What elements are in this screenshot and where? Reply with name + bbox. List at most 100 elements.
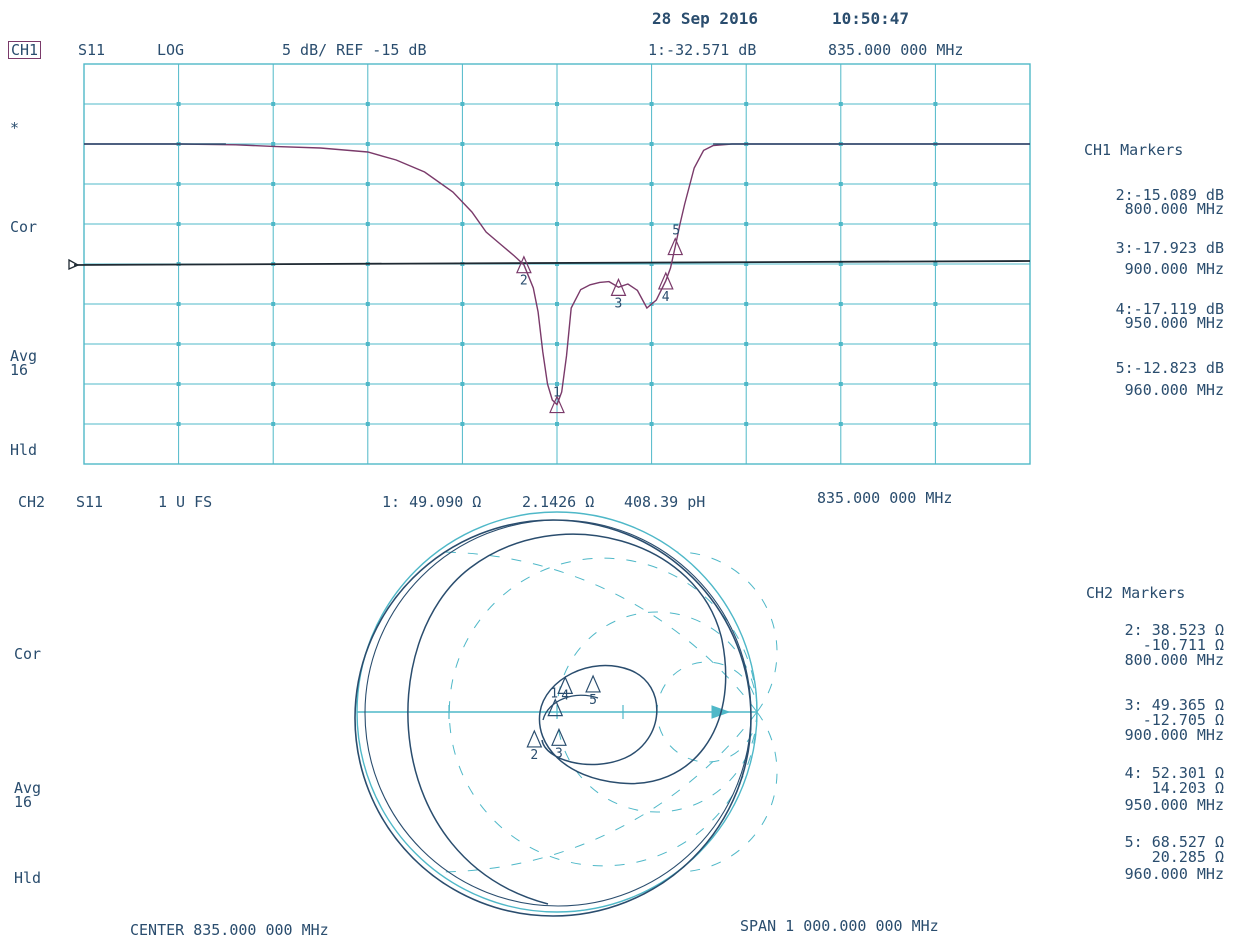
ch1-grid-dot <box>555 262 559 266</box>
ch1-grid-dot <box>271 142 276 146</box>
ch1-grid-dot <box>933 302 938 306</box>
ch1-grid-dot <box>271 102 276 106</box>
ch2-annot-avg: Avg <box>14 779 42 797</box>
ch1-grid-dot <box>365 422 370 426</box>
ch2-format: 1 U FS <box>158 493 213 511</box>
ch1-grid-dot <box>460 342 465 346</box>
ch1-grid-dot <box>365 182 370 186</box>
ch1-grid-dot <box>176 302 181 306</box>
ch1-grid-dot <box>555 222 559 226</box>
ch1-marker-3-value: 3:-17.923 dB <box>1115 239 1224 257</box>
ch1-grid-dot <box>649 222 654 226</box>
ch2-marker-2-x: -10.711 Ω <box>1142 636 1224 654</box>
ch2-marker-4-triangle <box>557 675 574 694</box>
smith-reactance-arc <box>436 711 758 873</box>
ch1-grid-dot <box>649 102 654 106</box>
ch1-grid-dot <box>838 302 843 306</box>
ch1-grid-dot <box>649 382 654 386</box>
ch1-marker-4-label: 4 <box>662 290 670 305</box>
ch2-label: CH2 <box>18 493 46 511</box>
ch1-marker-3-label: 3 <box>614 296 622 311</box>
ch1-grid-dot <box>649 142 654 146</box>
ch1-grid-dot <box>271 342 276 346</box>
ch1-grid-dot <box>649 262 654 266</box>
ch1-grid-dot <box>744 382 749 386</box>
ch1-grid-dot <box>933 262 938 266</box>
date-label: 28 Sep 2016 <box>652 9 758 28</box>
ch1-marker-5-triangle <box>667 237 684 256</box>
ch1-grid-dot <box>460 422 465 426</box>
ch1-annot-star: * <box>10 119 20 137</box>
ch2-readout-x: 2.1426 Ω <box>522 493 595 511</box>
ch1-grid-dot <box>649 182 654 186</box>
ch1-grid-dot <box>744 222 749 226</box>
ch1-grid-dot <box>555 382 559 386</box>
ch2-marker-5-r: 5: 68.527 Ω <box>1124 833 1224 851</box>
ch2-marker-1-triangle <box>547 698 564 717</box>
ch1-grid-dot <box>460 102 465 106</box>
ch1-grid-dot <box>838 102 843 106</box>
ch1-trace <box>84 143 1030 406</box>
ch1-annot-avg: Avg <box>10 347 38 365</box>
ch1-grid-dot <box>555 142 559 146</box>
ch1-param: S11 <box>78 41 106 59</box>
ch2-marker-2-freq: 800.000 MHz <box>1124 651 1224 669</box>
ch2-marker-3-r: 3: 49.365 Ω <box>1124 696 1224 714</box>
time-label: 10:50:47 <box>832 9 910 28</box>
ch1-grid-dot <box>460 302 465 306</box>
ch2-marker-3-x: -12.705 Ω <box>1142 711 1224 729</box>
ch1-marker-5-label: 5 <box>672 224 680 239</box>
ch1-grid-dot <box>460 382 465 386</box>
ch1-grid-dot <box>838 422 843 426</box>
ch1-grid-dot <box>365 342 370 346</box>
ch2-marker-4-label: 4 <box>561 688 569 703</box>
ch2-marker-5-label: 5 <box>589 693 597 708</box>
ch1-annot-hld: Hld <box>10 441 38 459</box>
smith-trace-outer-2 <box>364 519 752 907</box>
ch1-grid-dot <box>176 222 181 226</box>
ch1-grid-dot <box>649 342 654 346</box>
ch1-grid-dot <box>365 222 370 226</box>
ch1-grid-dot <box>460 142 465 146</box>
ch1-readout-marker: 1:-32.571 dB <box>648 41 757 59</box>
ch1-marker-1-label: 1 <box>553 386 561 401</box>
ch1-grid-dot <box>933 102 938 106</box>
ch1-grid-dot <box>838 222 843 226</box>
ch1-grid-dot <box>744 102 749 106</box>
ch1-grid-dot <box>176 342 181 346</box>
ch1-grid-dot <box>838 182 843 186</box>
ch1-reference-pointer <box>68 258 80 271</box>
ch2-readout-marker: 1: 49.090 Ω <box>382 493 482 511</box>
ch2-marker-3-triangle <box>551 727 567 746</box>
ch1-markers-title: CH1 Markers <box>1084 141 1184 159</box>
ch2-annot-hld: Hld <box>14 869 42 887</box>
ch1-grid-dot <box>365 302 370 306</box>
ch2-readout-l: 408.39 pH <box>624 493 706 511</box>
smith-reactance-arc <box>556 511 758 713</box>
footer-center: CENTER 835.000 000 MHz <box>130 921 329 939</box>
smith-trace-outer <box>354 519 752 917</box>
ch1-format: LOG <box>157 41 185 59</box>
ch1-marker-1-triangle <box>549 395 565 414</box>
ch1-grid-dot <box>555 182 559 186</box>
ch1-grid-dot <box>555 422 559 426</box>
ch1-annot-avg-n: 16 <box>10 361 29 379</box>
ch2-marker-1-label: 1 <box>550 687 558 702</box>
ch2-annot-avg-n: 16 <box>14 793 33 811</box>
ch1-marker-5-freq: 960.000 MHz <box>1124 381 1224 399</box>
ch2-marker-2-r: 2: 38.523 Ω <box>1124 621 1224 639</box>
ch1-grid-dot <box>838 262 843 266</box>
ch1-grid-dot <box>555 342 559 346</box>
ch1-grid-dot <box>744 262 749 266</box>
ch1-reference-line <box>73 260 1031 266</box>
ch1-marker-3-triangle <box>610 277 627 296</box>
ch2-marker-2-label: 2 <box>530 748 538 763</box>
ch1-marker-5-value: 5:-12.823 dB <box>1115 359 1224 377</box>
ch2-marker-5-x: 20.285 Ω <box>1151 848 1224 866</box>
ch1-grid-dot <box>744 182 749 186</box>
ch1-grid-dot <box>176 182 181 186</box>
ch1-marker-2-label: 2 <box>520 274 528 289</box>
ch1-marker-3-freq: 900.000 MHz <box>1124 260 1224 278</box>
ch1-grid-dot <box>933 382 938 386</box>
